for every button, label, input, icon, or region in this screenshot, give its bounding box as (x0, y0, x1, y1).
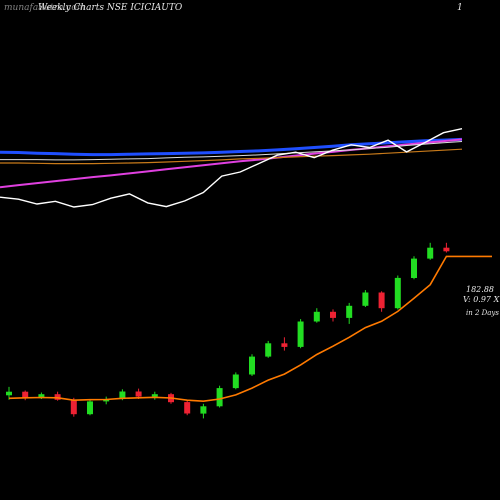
candle-body (135, 391, 142, 397)
candle-body (249, 356, 255, 375)
candle-body (70, 399, 77, 415)
candle-body (313, 311, 320, 322)
ma-line-orange (0, 148, 463, 165)
ma-line-grey (0, 141, 463, 161)
candle-body (184, 402, 191, 414)
candlestick-panel (6, 242, 492, 419)
moving-average-panel (0, 128, 463, 208)
candle-body (427, 247, 434, 259)
candle-body (330, 311, 336, 318)
candle-body (346, 305, 353, 318)
period-marker: 1 (457, 3, 463, 13)
candle-body (119, 391, 126, 399)
brand-label: munafaSutra.com (4, 3, 85, 13)
candle-body (281, 343, 288, 347)
candle-body (265, 343, 272, 357)
candle-body (151, 394, 158, 397)
duration-label: in 2 Days (466, 309, 499, 317)
volume-ratio-label: V: 0.97 X (463, 295, 500, 304)
candle-body (378, 292, 385, 309)
chart-title: Weekly Charts NSE ICICIAUTO (38, 3, 183, 13)
candle-body (200, 406, 207, 414)
candle-body (87, 401, 93, 415)
candle-body (232, 374, 239, 389)
ma-line-blue (0, 137, 463, 157)
candle-body (38, 394, 45, 398)
candle-body (216, 388, 223, 407)
candle-body (443, 247, 450, 252)
candle-body (411, 258, 417, 278)
candle-body (22, 391, 29, 398)
ma-line-magenta (0, 138, 463, 189)
candle-body (297, 321, 304, 347)
candle-body (394, 277, 401, 309)
candle-body (6, 391, 12, 396)
candle-body (362, 292, 369, 306)
last-price-label: 182.88 (466, 285, 494, 294)
ema-line (8, 255, 492, 403)
ma-line-white (0, 128, 463, 208)
